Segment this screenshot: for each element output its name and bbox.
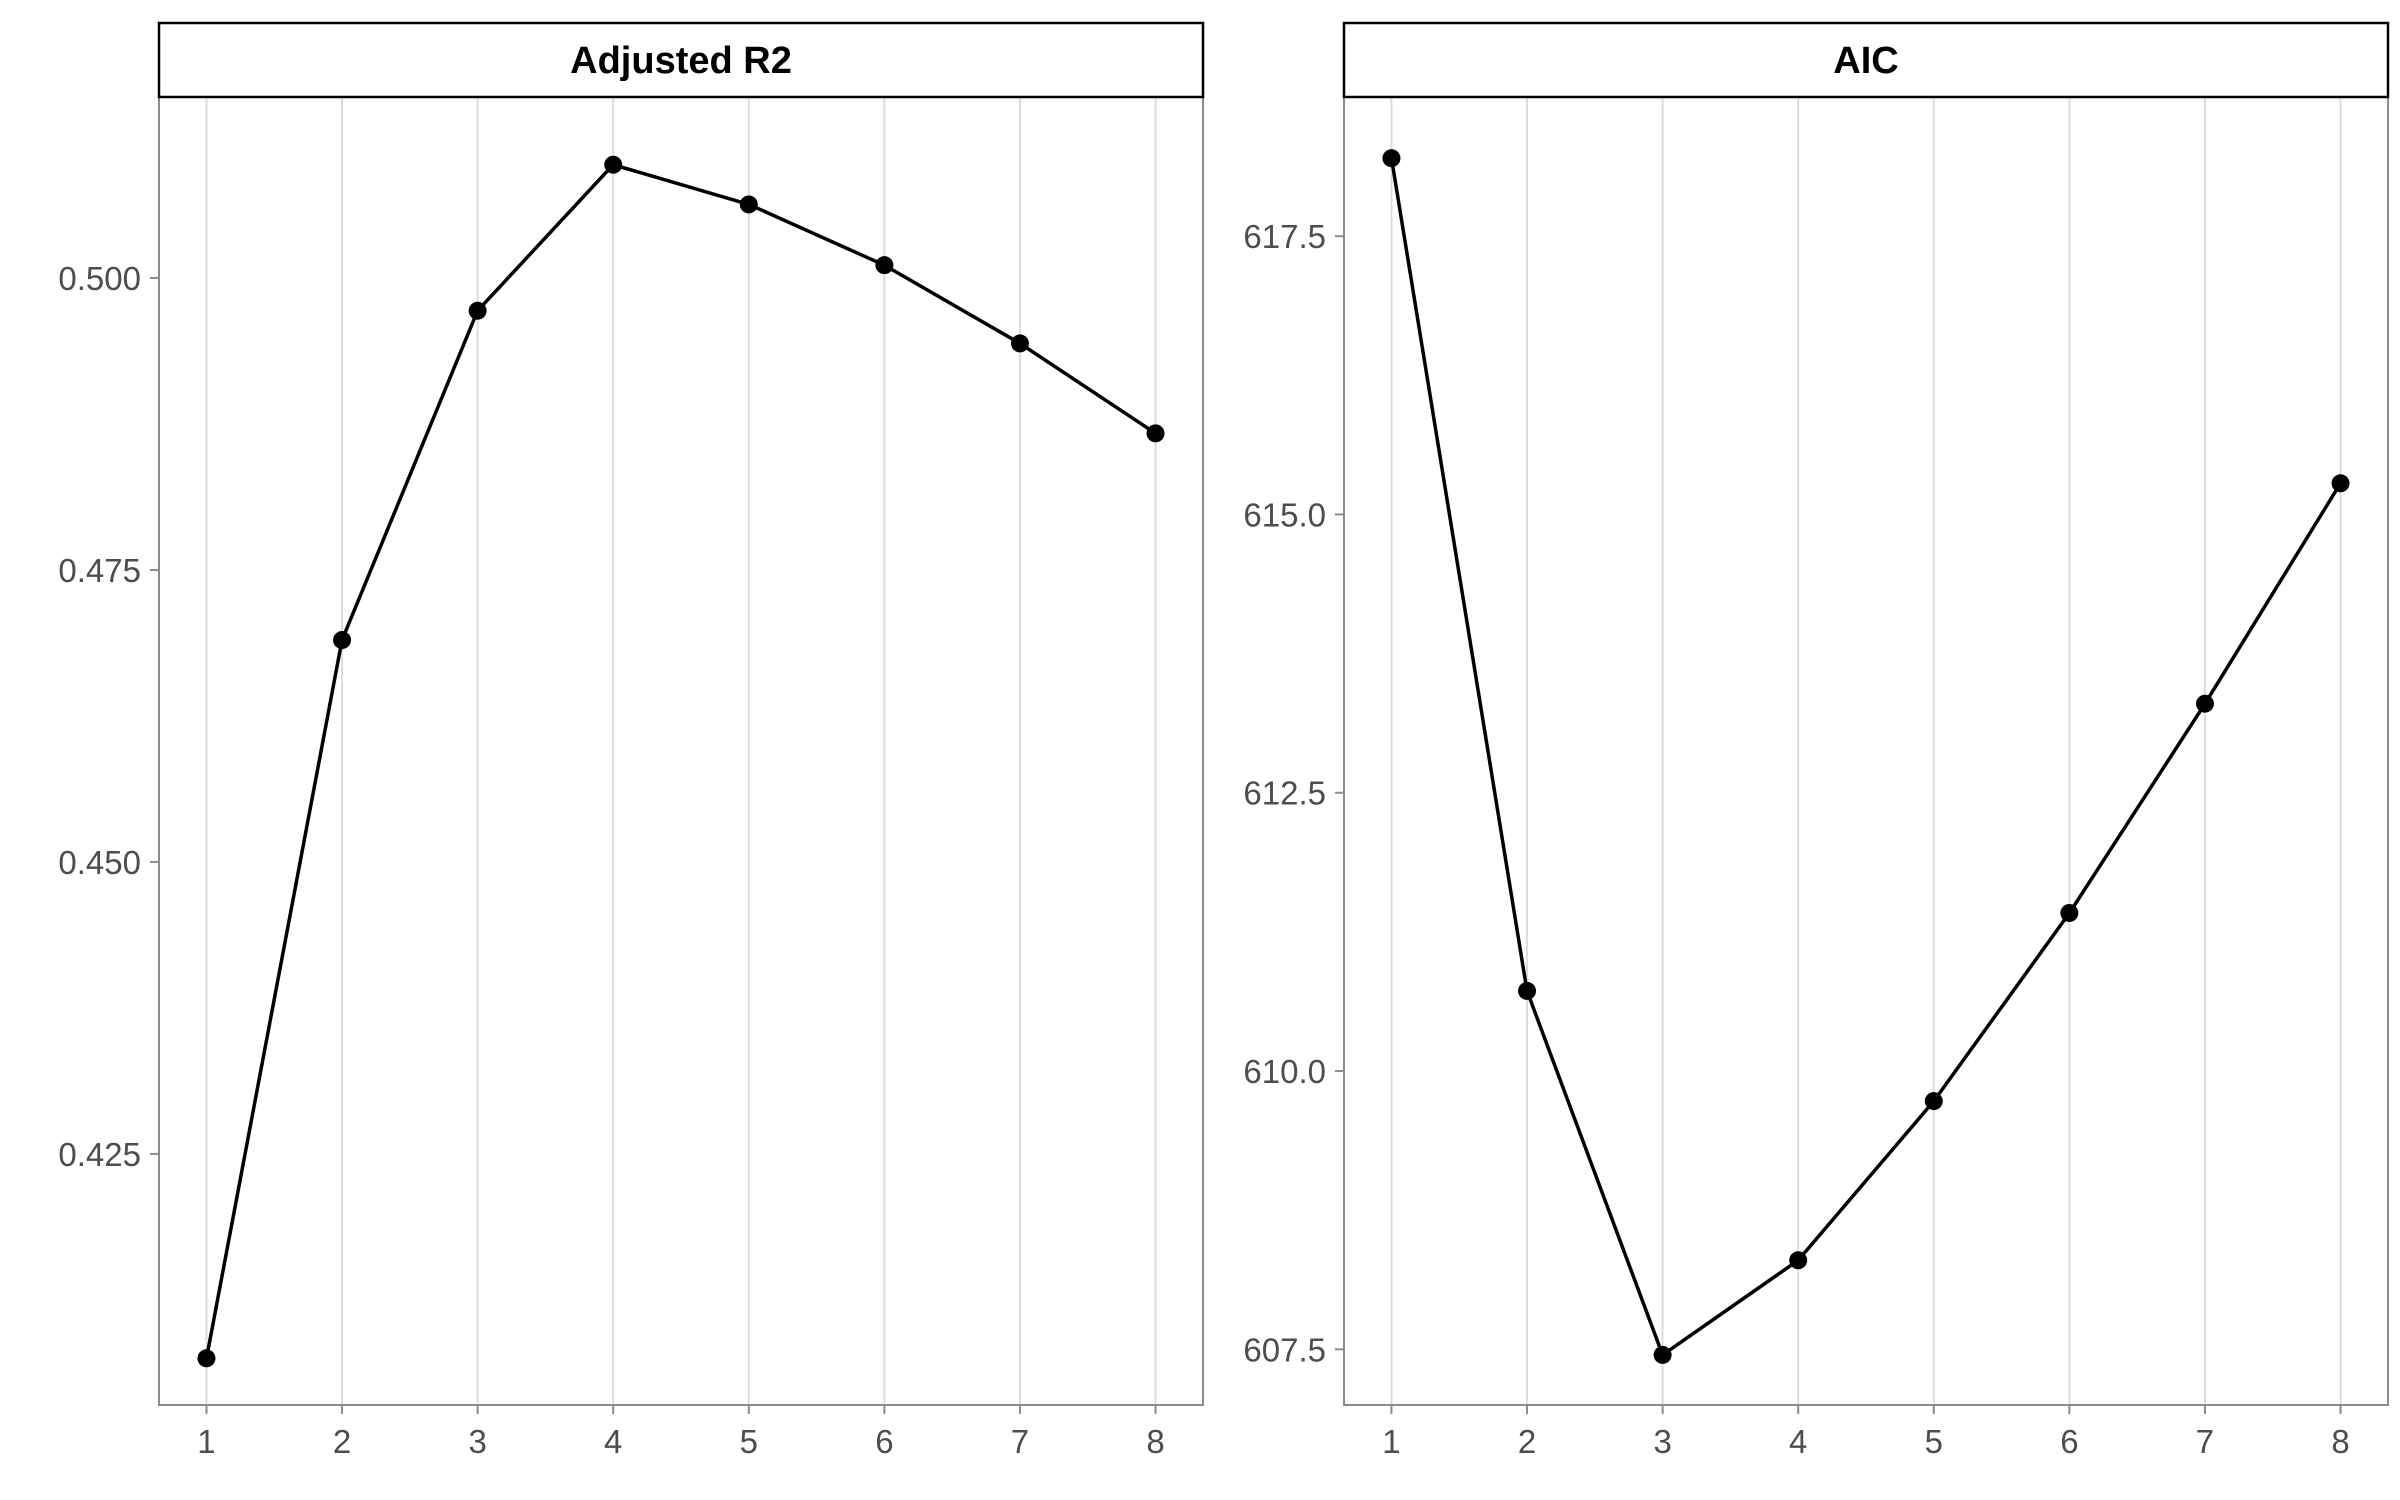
data-point-aic-3: [1653, 1345, 1672, 1364]
x-tick-label: 1: [197, 1423, 215, 1460]
facet-title: AIC: [1833, 40, 1898, 82]
y-tick-label: 610.0: [1243, 1053, 1326, 1090]
data-point-aic-4: [1789, 1251, 1808, 1270]
y-tick-label: 0.425: [58, 1136, 141, 1173]
facet-strip: [1342, 21, 2390, 99]
series-line-adjusted-r2: [204, 162, 1157, 1359]
panel-aic: AIC 607.5 610.0 612.5 615.0 617.5 1 2 3 4 5 6 7 8: [1243, 21, 2390, 1460]
panel-border: [1343, 96, 2389, 1406]
facet-strip: [157, 21, 1205, 99]
panel-border: [158, 96, 1204, 1406]
x-tick-label: 2: [333, 1423, 351, 1460]
x-tick-label: 8: [1146, 1423, 1164, 1460]
x-tick-label: 8: [2331, 1423, 2349, 1460]
data-point-adjusted-r2-7: [1010, 334, 1029, 353]
x-tick-label: 5: [740, 1423, 758, 1460]
data-point-adjusted-r2-8: [1146, 424, 1165, 443]
panel-adjusted-r2: Adjusted R2 0.425 0.450 0.475 0.500 1 2 3 4 5 6 7 8: [58, 21, 1205, 1460]
data-point-adjusted-r2-2: [333, 631, 352, 650]
x-tick-label: 1: [1382, 1423, 1400, 1460]
data-point-adjusted-r2-5: [739, 195, 758, 214]
x-tick-label: 7: [2196, 1423, 2214, 1460]
x-tick-label: 5: [1925, 1423, 1943, 1460]
x-tick-label: 2: [1518, 1423, 1536, 1460]
x-tick-label: 4: [1789, 1423, 1807, 1460]
x-tick-label: 3: [1653, 1423, 1671, 1460]
x-tick-label: 4: [604, 1423, 622, 1460]
facet-title: Adjusted R2: [570, 40, 792, 82]
y-tick-label: 617.5: [1243, 218, 1326, 255]
y-tick-label: 612.5: [1243, 775, 1326, 812]
data-point-adjusted-r2-3: [468, 301, 487, 320]
data-point-aic-5: [1924, 1092, 1943, 1111]
data-point-adjusted-r2-1: [197, 1349, 216, 1368]
x-tick-label: 6: [2060, 1423, 2078, 1460]
data-point-aic-8: [2331, 474, 2350, 493]
y-tick-label: 0.475: [58, 552, 141, 589]
series-line-aic: [1389, 157, 2342, 1357]
data-point-aic-2: [1518, 981, 1537, 1000]
y-tick-label: 607.5: [1243, 1331, 1326, 1368]
x-tick-label: 6: [875, 1423, 893, 1460]
data-point-adjusted-r2-4: [604, 155, 623, 174]
data-point-aic-7: [2195, 694, 2214, 713]
x-tick-label: 7: [1011, 1423, 1029, 1460]
data-point-aic-6: [2060, 903, 2079, 922]
data-point-aic-1: [1382, 149, 1401, 168]
y-tick-label: 615.0: [1243, 496, 1326, 533]
x-tick-label: 3: [468, 1423, 486, 1460]
y-tick-label: 0.450: [58, 844, 141, 881]
y-tick-label: 0.500: [58, 260, 141, 297]
data-point-adjusted-r2-6: [875, 256, 894, 275]
